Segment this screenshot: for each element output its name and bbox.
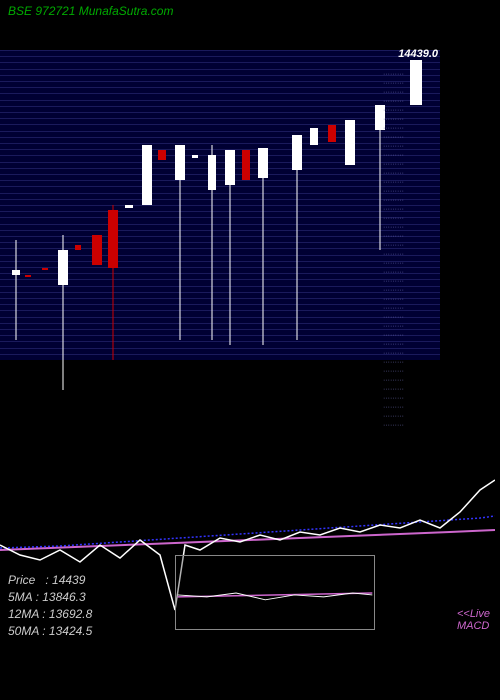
candle (175, 50, 185, 360)
side-label-item: ········· (383, 205, 438, 214)
side-label-item: ········· (383, 394, 438, 403)
candlestick-chart: 14439.0 ································… (0, 20, 440, 390)
candle-body (292, 135, 302, 170)
side-label-item: ········· (383, 286, 438, 295)
ma5-row: 5MA : 13846.3 (8, 589, 92, 606)
side-label-item: ········· (383, 97, 438, 106)
candle (92, 50, 102, 360)
candle-body (92, 235, 102, 265)
candle-body (75, 245, 81, 250)
candle (258, 50, 268, 360)
side-label-item: ········· (383, 313, 438, 322)
candle-body (242, 150, 250, 180)
chart-header: BSE 972721 MunafaSutra.com (0, 0, 500, 20)
candle (58, 50, 68, 360)
candle-body (158, 150, 166, 160)
candle (328, 50, 336, 360)
side-label-item: ········· (383, 88, 438, 97)
symbol-label: 972721 (35, 4, 75, 18)
candle-body (108, 210, 118, 268)
candle (310, 50, 318, 360)
candle (208, 50, 216, 360)
candle (12, 50, 20, 360)
side-label-item: ········· (383, 196, 438, 205)
candle-body (208, 155, 216, 190)
candle-body (328, 125, 336, 142)
side-label-item: ········· (383, 151, 438, 160)
side-label-item: ········· (383, 241, 438, 250)
side-label-item: ········· (383, 412, 438, 421)
side-label-item: ········· (383, 70, 438, 79)
candle (192, 50, 198, 360)
candle (125, 50, 133, 360)
side-label-item: ········· (383, 160, 438, 169)
candle-wick (16, 240, 17, 340)
side-label-item: ········· (383, 268, 438, 277)
candle-body (310, 128, 318, 145)
candle-body (175, 145, 185, 180)
side-label-item: ········· (383, 331, 438, 340)
candle (108, 50, 118, 360)
inset-ma-line (178, 593, 373, 597)
side-label-item: ········· (383, 376, 438, 385)
candle (345, 50, 355, 360)
candle-body (12, 270, 20, 275)
side-label-item: ········· (383, 322, 438, 331)
side-label-item: ········· (383, 421, 438, 430)
exchange-label: BSE (8, 4, 32, 18)
candle (158, 50, 166, 360)
candle (292, 50, 302, 360)
source-label: MunafaSutra.com (79, 4, 174, 18)
ma50-row: 50MA : 13424.5 (8, 623, 92, 640)
macd-inset (175, 555, 375, 630)
candle (142, 50, 152, 360)
candle-body (225, 150, 235, 185)
candle-body (125, 205, 133, 208)
side-label-item: ········· (383, 358, 438, 367)
ma12-row: 12MA : 13692.8 (8, 606, 92, 623)
side-label-item: ········· (383, 214, 438, 223)
side-label-item: ········· (383, 223, 438, 232)
live-macd-label: <<Live MACD (457, 608, 490, 632)
side-label-item: ········· (383, 232, 438, 241)
candle (42, 50, 48, 360)
price-row: Price : 14439 (8, 572, 92, 589)
side-label-item: ········· (383, 124, 438, 133)
candle-body (142, 145, 152, 205)
candle (225, 50, 235, 360)
side-label-item: ········· (383, 349, 438, 358)
candle (242, 50, 250, 360)
side-label-item: ········· (383, 367, 438, 376)
candle-body (58, 250, 68, 285)
candle-body (42, 268, 48, 270)
side-label-item: ········· (383, 304, 438, 313)
side-label-item: ········· (383, 106, 438, 115)
side-label-item: ········· (383, 250, 438, 259)
candle-body (25, 275, 31, 277)
side-label-item: ········· (383, 169, 438, 178)
side-label-item: ········· (383, 259, 438, 268)
side-label-item: ········· (383, 115, 438, 124)
candle-body (345, 120, 355, 165)
side-label-item: ········· (383, 142, 438, 151)
inset-svg (176, 556, 374, 629)
side-label-item: ········· (383, 403, 438, 412)
side-label-item: ········· (383, 277, 438, 286)
candle-body (192, 155, 198, 158)
price-info-block: Price : 14439 5MA : 13846.3 12MA : 13692… (8, 572, 92, 640)
side-label-item: ········· (383, 385, 438, 394)
candle (25, 50, 31, 360)
side-label-item: ········· (383, 187, 438, 196)
side-label-item: ········· (383, 79, 438, 88)
side-label-item: ········· (383, 340, 438, 349)
candle (75, 50, 81, 360)
side-label-item: ········· (383, 133, 438, 142)
candle-body (258, 148, 268, 178)
macd-chart: Price : 14439 5MA : 13846.3 12MA : 13692… (0, 450, 495, 650)
side-label-item: ········· (383, 295, 438, 304)
side-label-item: ········· (383, 178, 438, 187)
inset-signal-line (178, 593, 373, 600)
side-price-labels: ········································… (383, 70, 438, 430)
